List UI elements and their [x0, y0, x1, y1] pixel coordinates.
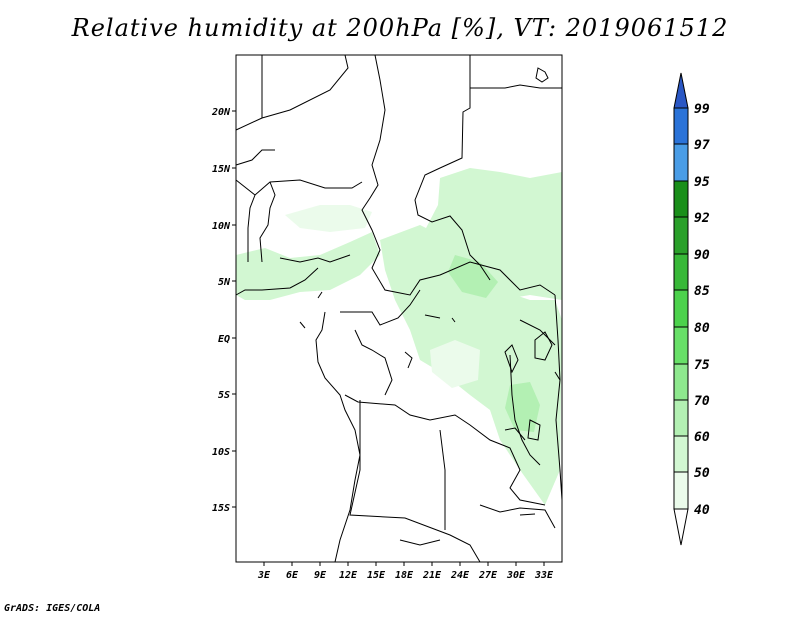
latitude-axis [232, 110, 236, 508]
colorbar-top-arrow [673, 72, 689, 109]
colorbar-segment-95-97 [673, 143, 689, 182]
lat-tick-label: 20N [211, 107, 231, 118]
colorbar-segment-90-92 [673, 216, 689, 255]
map-title: Relative humidity at 200hPa [%], VT: 201… [71, 14, 729, 42]
lon-tick-label: 9E [314, 570, 327, 581]
humidity-field-north-band [285, 205, 372, 232]
lon-tick-label: 24E [450, 570, 470, 581]
lat-tick-label: 5S [218, 390, 230, 401]
colorbar-segment-92-95 [673, 180, 689, 218]
longitude-labels: 3E 6E 9E 12E 15E 18E 21E 24E 27E 30E 33E [257, 570, 554, 581]
humidity-field-patch-medium-2 [505, 382, 540, 432]
colorbar-label: 85 [694, 284, 710, 299]
colorbar-labels: 99 97 95 92 90 85 80 75 70 60 50 40 [694, 102, 710, 518]
country-borders [235, 54, 563, 563]
colorbar-segment-85-90 [673, 253, 689, 291]
map-frame [235, 54, 563, 563]
lon-tick-label: 3E [257, 570, 271, 581]
colorbar-label: 75 [694, 358, 710, 373]
colorbar-label: 70 [694, 394, 710, 409]
colorbar-segment-40-50 [673, 471, 689, 510]
lat-tick-label: 15S [212, 503, 230, 514]
latitude-labels: 20N 15N 10N 5N EQ 5S 10S 15S [211, 107, 231, 514]
colorbar-label: 80 [694, 321, 710, 336]
lat-tick-label: 5N [218, 277, 231, 288]
colorbar-label: 99 [694, 102, 710, 117]
lon-tick-label: 33E [534, 570, 554, 581]
lon-tick-label: 18E [395, 570, 414, 581]
lon-tick-label: 12E [339, 570, 358, 581]
colorbar-label: 90 [694, 248, 710, 263]
humidity-shading [236, 168, 562, 505]
grads-credit: GrADS: IGES/COLA [4, 603, 101, 614]
colorbar-label: 92 [694, 211, 710, 226]
lon-tick-label: 21E [422, 570, 442, 581]
lat-tick-label: 10N [212, 221, 231, 232]
lon-tick-label: 6E [286, 570, 299, 581]
colorbar-label: 95 [694, 175, 710, 190]
colorbar-segment-50-60 [673, 435, 689, 473]
lon-tick-label: 15E [367, 570, 386, 581]
lat-tick-label: 10S [212, 447, 230, 458]
colorbar-label: 40 [694, 503, 710, 518]
lat-tick-label: EQ [218, 334, 230, 345]
longitude-axis [263, 562, 545, 566]
colorbar-label: 97 [694, 138, 710, 153]
lon-tick-label: 27E [478, 570, 498, 581]
humidity-field-patch-light [430, 340, 480, 388]
colorbar-segment-80-85 [673, 289, 689, 328]
colorbar-label: 50 [694, 466, 710, 481]
colorbar-segment-60-70 [673, 399, 689, 437]
colorbar [673, 72, 689, 546]
colorbar-bottom-arrow [673, 508, 689, 546]
lon-tick-label: 30E [506, 570, 526, 581]
colorbar-label: 60 [694, 430, 710, 445]
colorbar-segment-75-80 [673, 326, 689, 365]
colorbar-segment-70-75 [673, 363, 689, 401]
colorbar-segment-97-99 [673, 107, 689, 145]
humidity-field-west-coast [236, 232, 380, 300]
lat-tick-label: 15N [212, 164, 231, 175]
